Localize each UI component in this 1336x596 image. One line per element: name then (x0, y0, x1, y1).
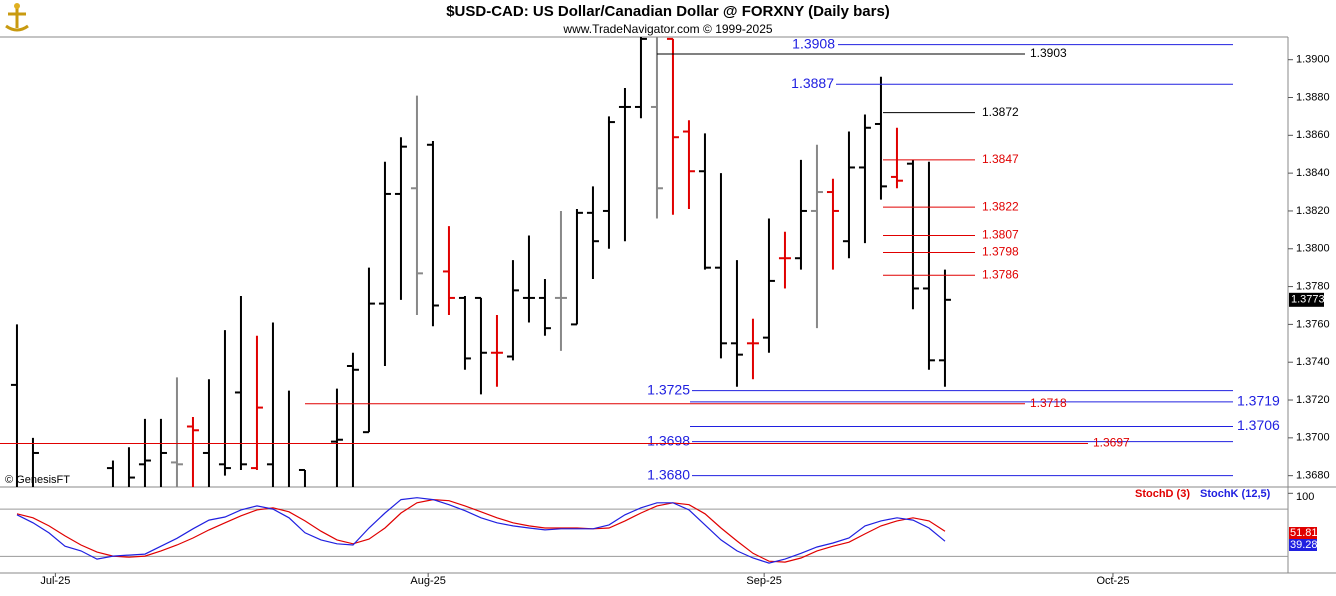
x-tick-label: Jul-25 (40, 575, 70, 587)
chart-title: $USD-CAD: US Dollar/Canadian Dollar @ FO… (446, 3, 890, 20)
level-label: 1.3698 (647, 432, 690, 448)
y-tick-label: 1.3860 (1296, 129, 1330, 141)
level-label: 1.3887 (791, 75, 834, 91)
level-label: 1.3847 (982, 152, 1019, 166)
y-tick-label: 1.3880 (1296, 91, 1330, 103)
y-tick-label: 1.3700 (1296, 432, 1330, 444)
y-tick-label: 1.3900 (1296, 54, 1330, 66)
y-tick-label: 1.3680 (1296, 470, 1330, 482)
price-plot (10, 37, 951, 487)
stoch-line (16, 498, 946, 563)
level-label: 1.3725 (647, 381, 690, 397)
x-tick-label: Oct-25 (1096, 575, 1129, 587)
last-value-label: 51.81 (1290, 527, 1318, 539)
level-label: 1.3807 (982, 228, 1019, 242)
subtitle: www.TradeNavigator.com © 1999-2025 (562, 22, 772, 36)
stoch-plot (0, 497, 1288, 564)
level-label: 1.3706 (1237, 417, 1280, 433)
last-price-label: 1.3773 (1291, 294, 1325, 306)
level-label: 1.3908 (792, 35, 835, 51)
level-label: 1.3718 (1030, 396, 1067, 410)
stoch-line (16, 497, 946, 564)
level-label: 1.3786 (982, 267, 1019, 281)
y-tick-label: 1.3840 (1296, 167, 1330, 179)
level-label: 1.3872 (982, 105, 1019, 119)
last-value-box (1289, 539, 1317, 551)
level-label: 1.3822 (982, 199, 1019, 213)
level-label: 1.3697 (1093, 436, 1130, 450)
last-value-label: 39.28 (1290, 539, 1318, 551)
x-tick-label: Aug-25 (410, 575, 445, 587)
watermark: © GenesisFT (5, 474, 70, 486)
y-tick-label: 1.3820 (1296, 205, 1330, 217)
y-tick-label: 100 (1296, 491, 1314, 503)
x-tick-label: Sep-25 (746, 575, 781, 587)
y-tick-label: 1.3780 (1296, 280, 1330, 292)
y-tick-label: 1.3720 (1296, 394, 1330, 406)
level-label: 1.3798 (982, 245, 1019, 259)
level-label: 1.3903 (1030, 46, 1067, 60)
legend-entry: StochD (3) (1135, 488, 1190, 500)
logo (5, 3, 29, 32)
y-tick-label: 1.3760 (1296, 318, 1330, 330)
axes: 1.3680 1.3700 1.3720 1.3740 1.3760 1.3780 1.38… (40, 54, 1329, 587)
last-value-box (1289, 527, 1317, 539)
level-label: 1.3680 (647, 466, 690, 482)
level-label: 1.3719 (1237, 393, 1280, 409)
last-price-box (1289, 292, 1324, 307)
y-tick-label: 1.3740 (1296, 356, 1330, 368)
y-tick-label: 1.3800 (1296, 243, 1330, 255)
legend-entry: StochK (12,5) (1200, 488, 1271, 500)
